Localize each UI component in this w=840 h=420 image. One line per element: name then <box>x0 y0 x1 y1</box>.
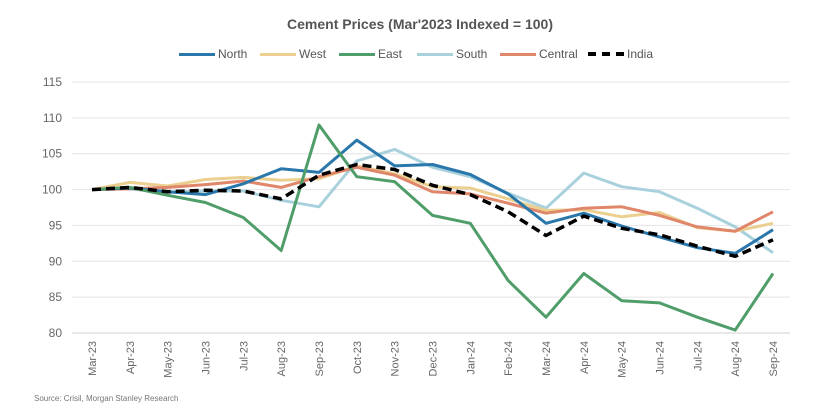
x-tick-label: Jun-24 <box>655 341 667 375</box>
series-line-central <box>91 165 774 233</box>
y-tick-label: 85 <box>49 290 63 304</box>
chart-title: Cement Prices (Mar'2023 Indexed = 100) <box>287 16 553 32</box>
legend-label-india: India <box>627 47 654 61</box>
x-tick-label: Feb-24 <box>503 341 515 376</box>
gridlines <box>72 81 790 334</box>
x-tick-label: Jan-24 <box>465 341 477 375</box>
legend-item-india: India <box>588 47 653 61</box>
x-tick-label: Apr-24 <box>579 341 591 374</box>
x-tick-label: Nov-23 <box>390 341 402 376</box>
x-tick-label: Jul-23 <box>238 341 250 371</box>
legend-swatch-west <box>260 52 296 56</box>
x-tick-label: Sep-24 <box>768 341 780 376</box>
series-line-india <box>91 162 774 259</box>
x-tick-label: May-24 <box>617 341 629 378</box>
x-tick-label: Jul-24 <box>692 341 704 371</box>
series-lines <box>91 123 775 332</box>
legend-item-north: North <box>179 47 247 61</box>
legend-label-west: West <box>299 47 327 61</box>
y-tick-label: 105 <box>42 147 62 161</box>
legend-swatch-india <box>588 52 624 56</box>
x-tick-label: Mar-23 <box>87 341 99 376</box>
x-axis-ticks: Mar-23 Apr-23 May-23 Jun-23 Jul-23 Aug-23 Sep-… <box>87 341 780 378</box>
x-tick-label: Mar-24 <box>541 341 553 376</box>
x-tick-label: Aug-23 <box>276 341 288 376</box>
x-tick-label: Aug-24 <box>730 341 742 376</box>
legend-label-south: South <box>456 47 488 61</box>
legend-item-west: West <box>260 47 326 61</box>
legend-item-central: Central <box>500 47 578 61</box>
legend-item-east: East <box>339 47 402 61</box>
x-tick-label: May-23 <box>163 341 175 378</box>
x-tick-label: Dec-23 <box>428 341 440 376</box>
series-line-north <box>91 138 774 255</box>
legend-item-south: South <box>417 47 487 61</box>
legend-swatch-central <box>500 52 536 56</box>
y-axis-ticks: 80 85 90 95 100 105 110 115 <box>42 75 62 340</box>
chart-legend: North West East South Central India <box>0 47 840 65</box>
y-tick-label: 95 <box>49 218 63 232</box>
legend-label-central: Central <box>539 47 578 61</box>
x-tick-label: Oct-23 <box>352 341 364 374</box>
series-line-east <box>91 123 775 332</box>
legend-swatch-east <box>339 52 375 56</box>
x-tick-label: Jun-23 <box>201 341 213 375</box>
y-tick-label: 80 <box>49 326 63 340</box>
x-tick-label: Apr-23 <box>125 341 137 374</box>
legend-label-east: East <box>378 47 403 61</box>
legend-label-north: North <box>218 47 248 61</box>
x-tick-label: Sep-23 <box>314 341 326 376</box>
series-line-west <box>91 164 774 233</box>
legend-swatch-north <box>179 52 215 56</box>
y-tick-label: 90 <box>49 254 63 268</box>
y-tick-label: 115 <box>43 75 62 89</box>
y-tick-label: 100 <box>42 183 62 197</box>
legend-swatch-south <box>417 52 453 56</box>
y-tick-label: 110 <box>43 111 62 125</box>
source-note: Source: Crisil, Morgan Stanley Research <box>34 394 179 403</box>
